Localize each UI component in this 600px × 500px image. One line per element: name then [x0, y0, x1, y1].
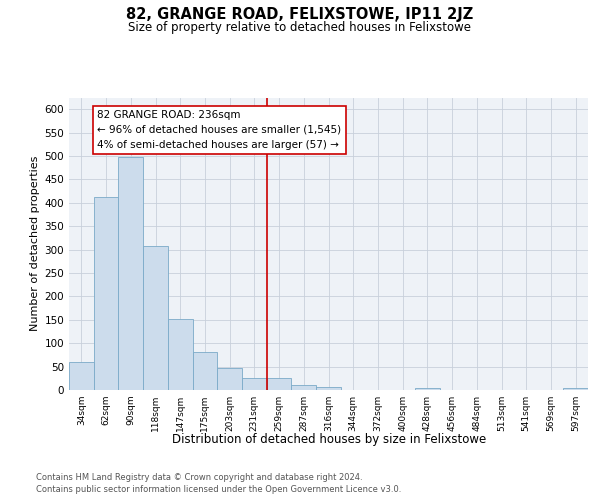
Bar: [143, 246, 168, 390]
Text: Contains public sector information licensed under the Open Government Licence v3: Contains public sector information licen…: [36, 485, 401, 494]
Bar: [292, 386, 316, 390]
Bar: [193, 352, 217, 390]
Text: Size of property relative to detached houses in Felixstowe: Size of property relative to detached ho…: [128, 21, 472, 34]
Bar: [217, 368, 242, 390]
Text: 82 GRANGE ROAD: 236sqm
← 96% of detached houses are smaller (1,545)
4% of semi-d: 82 GRANGE ROAD: 236sqm ← 96% of detached…: [97, 110, 341, 150]
Bar: [94, 196, 118, 390]
Text: 82, GRANGE ROAD, FELIXSTOWE, IP11 2JZ: 82, GRANGE ROAD, FELIXSTOWE, IP11 2JZ: [127, 8, 473, 22]
Text: Distribution of detached houses by size in Felixstowe: Distribution of detached houses by size …: [172, 432, 486, 446]
Bar: [316, 386, 341, 390]
Bar: [563, 388, 588, 390]
Bar: [415, 388, 440, 390]
Bar: [168, 320, 193, 390]
Bar: [118, 158, 143, 390]
Text: Contains HM Land Registry data © Crown copyright and database right 2024.: Contains HM Land Registry data © Crown c…: [36, 472, 362, 482]
Bar: [267, 378, 292, 390]
Bar: [69, 362, 94, 390]
Bar: [242, 378, 267, 390]
Y-axis label: Number of detached properties: Number of detached properties: [30, 156, 40, 332]
